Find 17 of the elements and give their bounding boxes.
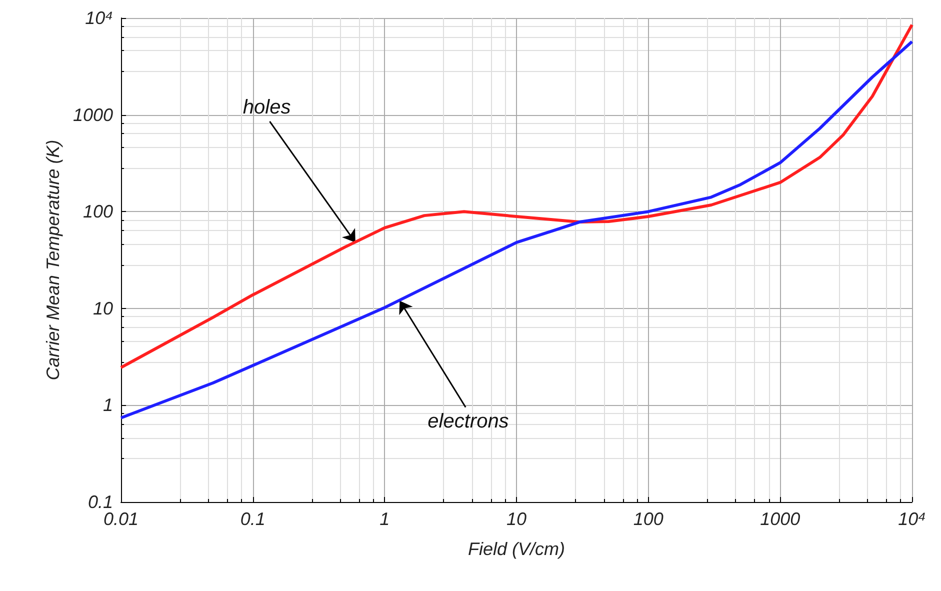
x-tick-label: 100 bbox=[633, 509, 664, 529]
y-tick-label: 1000 bbox=[72, 104, 113, 125]
x-tick-label: 0.01 bbox=[103, 509, 139, 529]
y-tick-label: 10⁴ bbox=[85, 8, 113, 28]
annotation: holes bbox=[242, 96, 291, 118]
x-tick-label: 0.1 bbox=[240, 509, 266, 529]
y-axis-title: Carrier Mean Temperature (K) bbox=[43, 140, 64, 380]
y-tick-label: 0.1 bbox=[88, 492, 113, 512]
annotation: electrons bbox=[428, 410, 509, 432]
y-tick-label: 1 bbox=[102, 395, 113, 416]
x-axis-title: Field (V/cm) bbox=[468, 539, 566, 559]
x-tick-label: 1 bbox=[380, 509, 390, 529]
y-tick-label: 100 bbox=[82, 202, 113, 222]
y-tick-label: 10 bbox=[92, 298, 113, 318]
x-tick-label: 1000 bbox=[760, 509, 800, 529]
x-tick-label: 10⁴ bbox=[898, 509, 926, 529]
x-tick-label: 10 bbox=[506, 509, 527, 529]
